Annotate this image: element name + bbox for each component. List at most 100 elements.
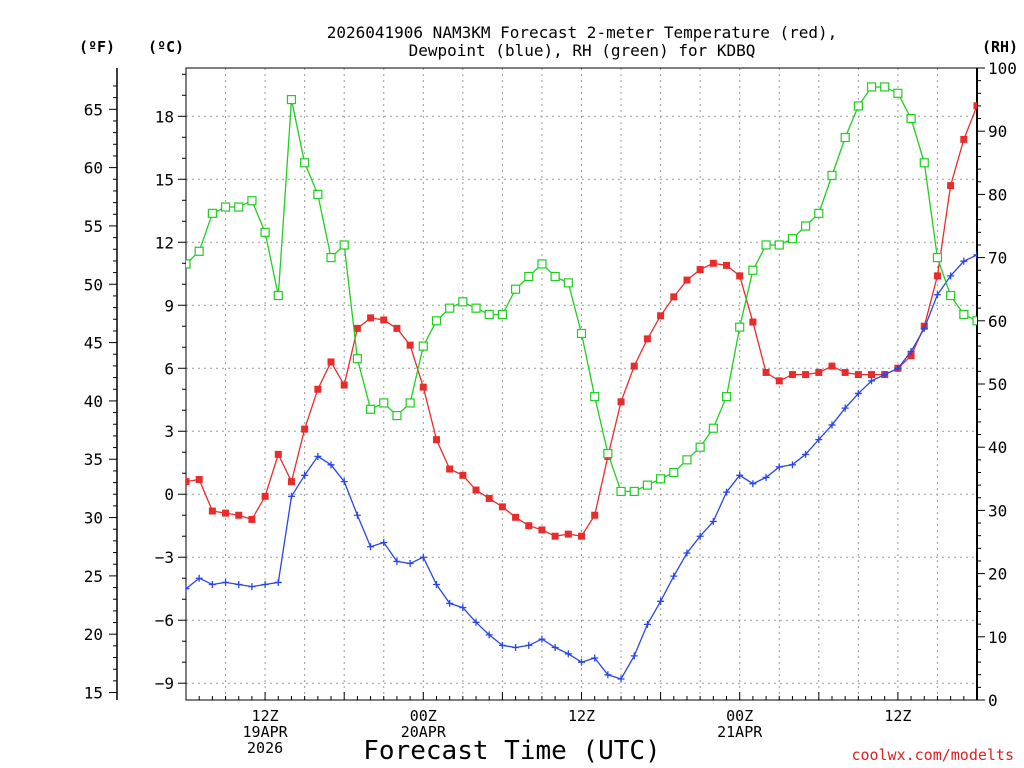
data-point [186,478,190,486]
data-point [616,486,626,497]
data-point [222,509,230,517]
credit-text: coolwx.com/modelts [851,746,1014,764]
data-point [787,234,798,244]
data-point [788,371,796,379]
data-point [339,240,349,250]
data-point [551,644,559,652]
data-point [906,113,916,124]
data-point [273,290,283,301]
data-point [774,240,784,250]
data-point [485,631,493,639]
data-point [186,259,191,269]
data-point [471,303,481,313]
data-point [380,539,388,547]
data-point [512,513,520,521]
data-point [972,316,977,326]
time-tick-label: 00Z [410,707,437,725]
data-point [393,557,401,565]
data-point [248,583,256,591]
data-point [815,436,823,444]
data-point [510,284,521,294]
data-point [432,436,440,444]
data-point [657,597,665,605]
data-point [775,377,783,385]
data-point [367,543,375,551]
data-point [406,341,414,349]
data-point [643,335,651,343]
data-point [933,272,941,280]
rh-tick-label: 0 [988,691,998,710]
data-point [775,463,783,471]
fahrenheit-axis: 15 20 25 30 35 40 45 50 55 60 65 [84,68,118,703]
data-point [458,297,468,307]
data-point [446,599,454,607]
data-point [670,572,678,580]
data-point [261,581,269,589]
fahrenheit-tick-label: 35 [84,450,103,469]
data-point [353,511,361,519]
data-point [749,318,757,326]
data-point [353,324,361,332]
data-point [287,492,295,500]
data-point [301,425,309,433]
rh-tick-label: 100 [988,59,1017,78]
data-point [208,507,216,515]
data-point [235,511,243,519]
data-point [933,291,941,299]
data-point [723,488,731,496]
rh-axis: 0 10 20 30 40 50 60 70 80 90 100 [977,59,1017,710]
data-point [749,480,757,488]
data-point [550,271,560,282]
data-point [802,371,810,379]
data-point [367,314,375,322]
data-point [379,398,389,408]
data-point [525,641,533,649]
data-point [827,170,837,181]
data-point [762,368,770,376]
data-point [735,322,745,332]
data-point [248,515,256,523]
data-point [406,560,414,568]
data-point [446,465,454,473]
fahrenheit-tick-label: 20 [84,625,103,644]
data-point [868,371,876,379]
data-point [987,83,994,90]
data-point [973,251,977,259]
data-point [380,316,388,324]
data-point [696,266,704,274]
data-point [801,221,811,231]
data-point [576,328,587,339]
fahrenheit-unit-label: (ºF) [79,38,115,56]
data-point [841,404,849,412]
data-point [802,450,810,458]
data-point [748,265,758,275]
data-point [642,480,653,490]
data-point [274,578,282,586]
data-point [840,132,850,143]
time-tick-label: 12Z [252,707,279,725]
data-point [208,581,216,589]
data-point [828,421,836,429]
fahrenheit-tick-label: 40 [84,392,103,411]
data-point [815,368,823,376]
rh-tick-label: 90 [988,122,1007,141]
data-point [657,312,665,320]
data-point [695,442,705,452]
data-point [854,389,862,397]
series-line [186,104,977,537]
data-point [352,354,362,364]
celsius-tick-label: 3 [164,422,174,441]
data-point [643,620,651,628]
fahrenheit-tick-label: 65 [84,100,103,119]
data-point [736,471,744,479]
data-point [274,450,282,458]
data-point [591,511,599,519]
data-point [538,635,546,643]
data-point [207,208,217,218]
data-point [959,309,969,320]
data-point [418,341,428,351]
data-point [186,585,190,593]
data-point [287,478,295,486]
data-point [365,404,376,414]
data-point [261,492,269,500]
